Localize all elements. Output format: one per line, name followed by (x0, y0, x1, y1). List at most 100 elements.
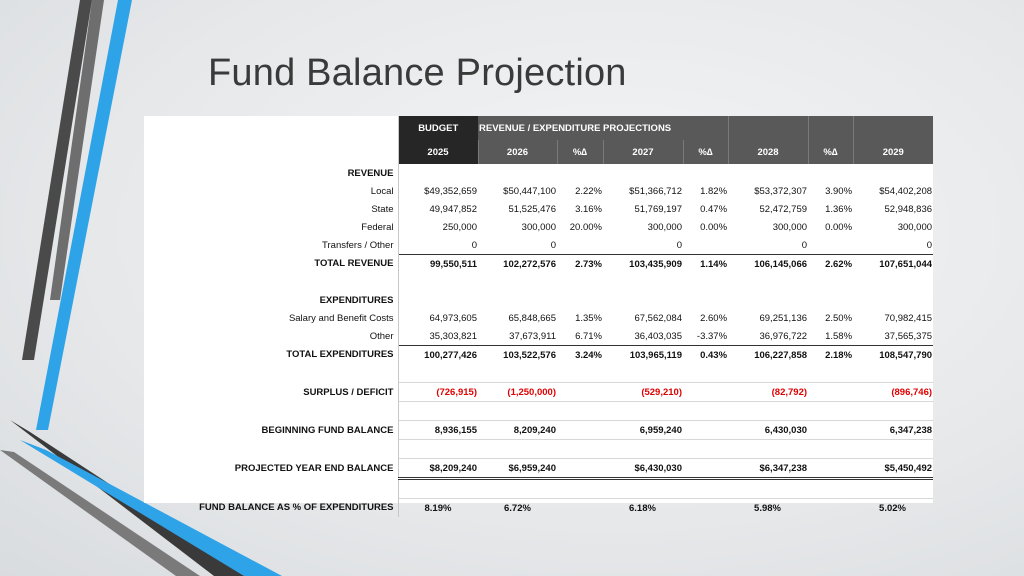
cell: (529,210) (603, 382, 683, 402)
cell (808, 420, 854, 440)
table-row: EXPENDITURES (144, 291, 933, 309)
cell: 8.19% (398, 498, 478, 517)
row-label: Transfers / Other (144, 236, 399, 255)
cell: 69,251,136 (759, 312, 808, 324)
cell: 3.16% (575, 203, 602, 215)
cell: 103,522,576 (478, 345, 557, 364)
cell (557, 382, 603, 402)
cell: $5,450,492 (853, 458, 934, 480)
fund-pct-row: FUND BALANCE AS % OF EXPENDITURES 8.19% … (144, 498, 934, 517)
cell: -3.37% (696, 330, 728, 342)
col-header: 2026 (477, 140, 557, 164)
projected-balance-row: PROJECTED YEAR END BALANCE $8,209,240 $6… (144, 458, 934, 480)
cell: 0 (471, 239, 477, 251)
cell: 35,303,821 (429, 330, 477, 342)
table-row: State 49,947,852 51,525,476 3.16% 51,769… (144, 200, 933, 218)
row-label: Local (144, 182, 399, 200)
cell: 1.82% (700, 185, 728, 197)
cell: 6,959,240 (603, 420, 683, 440)
cell: 6.72% (478, 498, 557, 517)
table-row: Transfers / Other 0 0 0 0 0 (144, 236, 933, 255)
spacer-row (144, 364, 933, 383)
cell: 103,435,909 (603, 254, 683, 273)
cell: 0.47% (700, 203, 728, 215)
col-header: %∆ (556, 140, 603, 164)
cell (808, 458, 854, 480)
row-label: Salary and Benefit Costs (144, 309, 399, 327)
cell: 36,403,035 (634, 330, 682, 342)
beginning-balance-row: BEGINNING FUND BALANCE 8,936,155 8,209,2… (144, 420, 934, 440)
cell: 0 (676, 239, 682, 251)
cell: 250,000 (442, 221, 477, 233)
row-label: State (144, 200, 399, 218)
surplus-row: SURPLUS / DEFICIT (726,915) (1,250,000) … (144, 382, 934, 402)
spacer-row (144, 478, 934, 499)
budget-header: BUDGET (398, 116, 478, 140)
total-row: TOTAL REVENUE 99,550,511 102,272,576 2.7… (144, 254, 934, 273)
cell: (896,746) (853, 382, 934, 402)
cell: 37,565,375 (884, 330, 933, 342)
cell: $53,372,307 (754, 185, 808, 197)
total-row: TOTAL EXPENDITURES 100,277,426 103,522,5… (144, 345, 934, 364)
cell: 2.62% (808, 254, 854, 273)
cell: 67,562,084 (634, 312, 682, 324)
section-heading: REVENUE (144, 164, 399, 182)
col-header: 2028 (727, 140, 809, 164)
cell: $54,402,208 (879, 185, 933, 197)
cell: 6.71% (575, 330, 602, 342)
cell: 6,347,238 (853, 420, 934, 440)
cell: 2.50% (825, 312, 853, 324)
cell (683, 420, 729, 440)
cell: 8,209,240 (478, 420, 557, 440)
cell: 300,000 (647, 221, 682, 233)
section-heading: EXPENDITURES (144, 291, 399, 309)
cell: $51,366,712 (629, 185, 682, 197)
cell: 102,272,576 (478, 254, 557, 273)
cell (683, 498, 729, 517)
cell: 300,000 (521, 221, 556, 233)
cell: 0 (801, 239, 808, 251)
cell: 6,430,030 (728, 420, 809, 440)
cell: 51,769,197 (634, 203, 682, 215)
row-label: BEGINNING FUND BALANCE (144, 420, 399, 440)
cell: $49,352,659 (424, 185, 477, 197)
header-row-1: BUDGET REVENUE / EXPENDITURE PROJECTIONS (144, 116, 934, 140)
cell (808, 498, 854, 517)
stripe-gray-lower (0, 450, 200, 576)
cell: $6,347,238 (728, 458, 809, 480)
cell: 2.73% (557, 254, 603, 273)
cell: 8,936,155 (398, 420, 478, 440)
cell: 52,472,759 (759, 203, 808, 215)
cell: $6,430,030 (603, 458, 683, 480)
spacer-row (144, 439, 934, 459)
cell: 0.43% (683, 345, 729, 364)
cell: 1.14% (683, 254, 729, 273)
cell: (726,915) (398, 382, 478, 402)
spacer-row (144, 401, 934, 421)
cell (557, 498, 603, 517)
cell: 52,948,836 (884, 203, 933, 215)
cell (557, 420, 603, 440)
cell: 6.18% (603, 498, 683, 517)
cell: 1.58% (825, 330, 853, 342)
table-row: REVENUE (144, 164, 933, 182)
col-header: 2025 (398, 140, 478, 164)
fund-balance-table: BUDGET REVENUE / EXPENDITURE PROJECTIONS… (144, 116, 934, 517)
cell: 108,547,790 (853, 345, 934, 364)
cell: 37,673,911 (509, 330, 556, 342)
cell: 106,227,858 (728, 345, 809, 364)
table-row: Salary and Benefit Costs 64,973,605 65,8… (144, 309, 933, 327)
cell: $50,447,100 (503, 185, 556, 197)
cell: 300,000 (772, 221, 808, 233)
cell: 2.18% (808, 345, 854, 364)
cell: 103,965,119 (603, 345, 683, 364)
cell (557, 458, 603, 480)
table-row: Local $49,352,659 $50,447,100 2.22% $51,… (144, 182, 933, 200)
row-label: PROJECTED YEAR END BALANCE (144, 458, 399, 479)
col-header: %∆ (807, 140, 854, 164)
cell: 300,000 (897, 221, 933, 233)
cell: 99,550,511 (398, 254, 478, 273)
cell (557, 236, 603, 255)
cell: 0.00% (825, 221, 853, 233)
row-label: SURPLUS / DEFICIT (144, 382, 399, 402)
